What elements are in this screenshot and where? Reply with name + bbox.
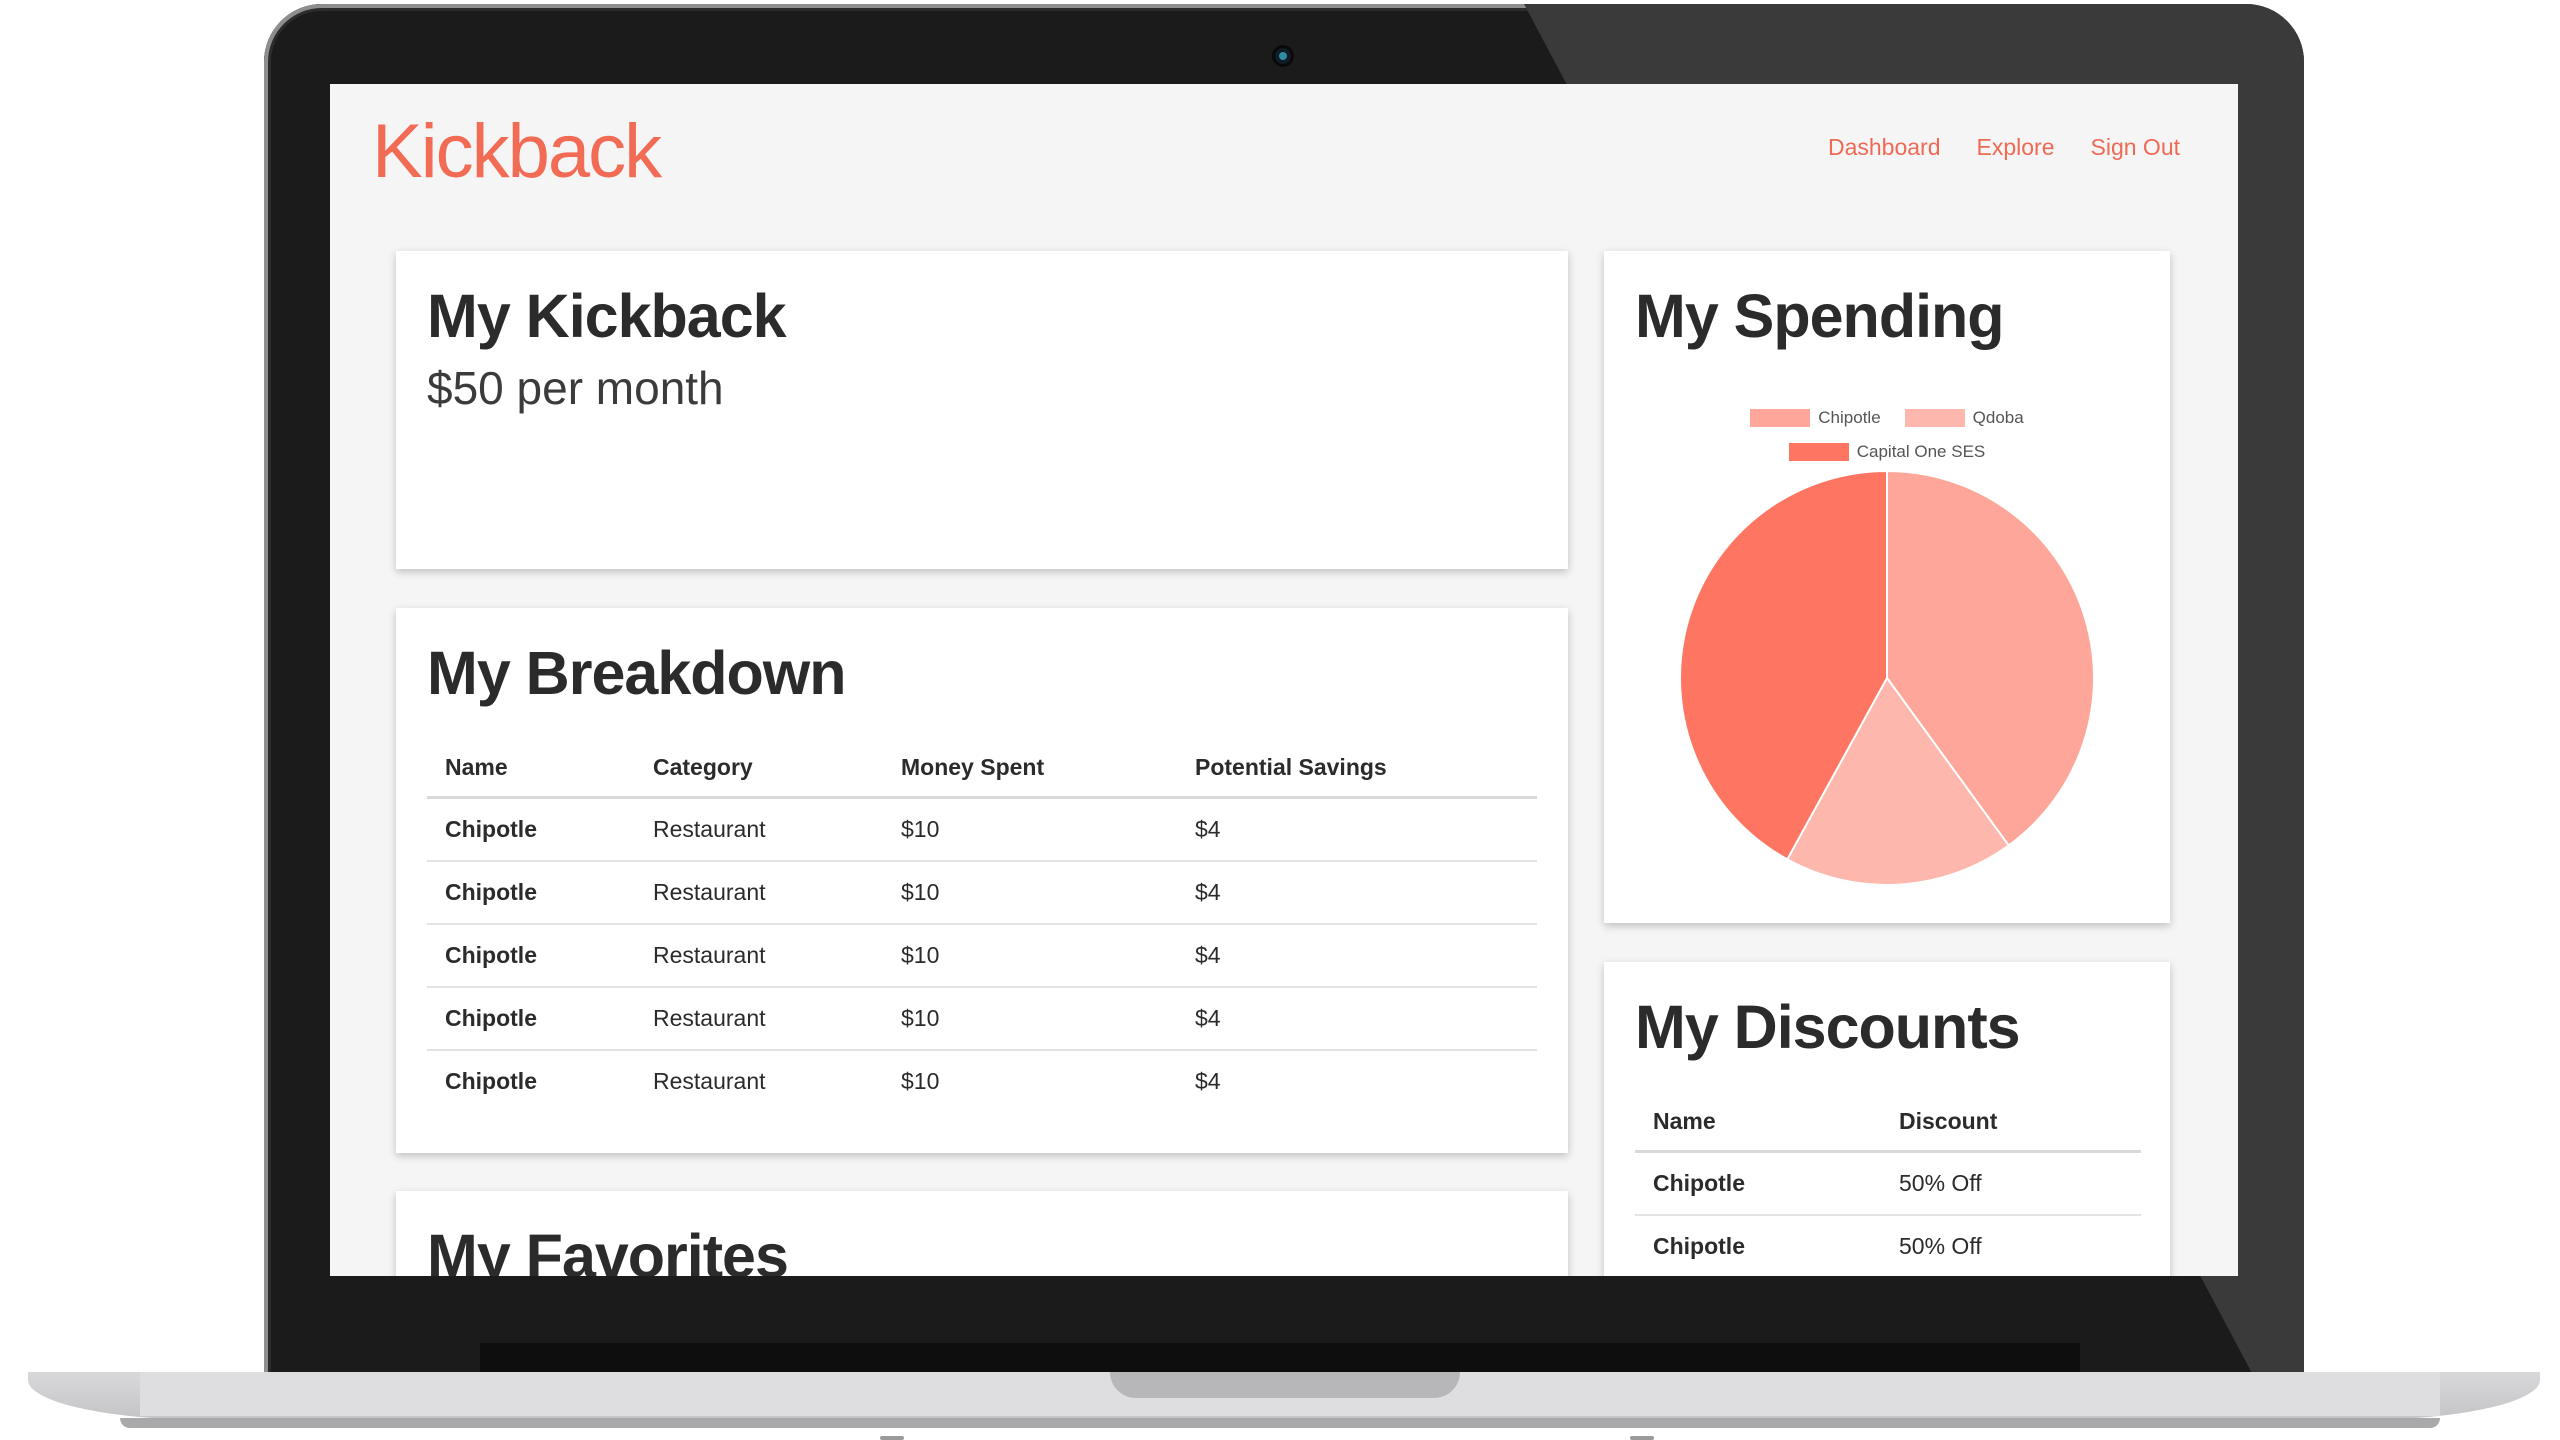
table-row: Chipotle 50% Off	[1635, 1215, 2141, 1276]
row-category: Restaurant	[635, 987, 883, 1051]
legend-swatch-capital-one-ses	[1788, 443, 1849, 461]
row-discount: 50% Off	[1881, 1151, 2141, 1216]
breakdown-card: My Breakdown Name Category Money Spent P…	[396, 608, 1568, 1153]
spending-card: My Spending Chipotle Qdoba Capital One S…	[1604, 251, 2170, 923]
row-name: Chipotle	[1635, 1151, 1881, 1216]
breakdown-table: Name Category Money Spent Potential Savi…	[427, 738, 1537, 1112]
legend-item[interactable]: Capital One SES	[1788, 442, 1986, 462]
row-money-spent: $10	[883, 861, 1177, 925]
row-potential-savings: $4	[1177, 861, 1537, 925]
laptop-hinge	[480, 1343, 2080, 1373]
column-header-money-spent: Money Spent	[883, 738, 1177, 799]
column-header-potential-savings: Potential Savings	[1177, 738, 1537, 799]
discounts-table: Name Discount Chipotle 50% Off Chipotle …	[1635, 1092, 2141, 1276]
legend-label: Qdoba	[1972, 408, 2024, 427]
row-potential-savings: $4	[1177, 987, 1537, 1051]
row-category: Restaurant	[635, 797, 883, 862]
laptop-foot	[1630, 1436, 1654, 1440]
top-nav: Dashboard Explore Sign Out	[1828, 134, 2180, 161]
laptop-opening-notch	[1110, 1372, 1460, 1398]
table-row: Chipotle Restaurant $10 $4	[427, 861, 1537, 925]
column-header-name: Name	[427, 738, 635, 799]
discounts-title: My Discounts	[1635, 993, 2021, 1061]
favorites-title: My Favorites	[427, 1222, 789, 1276]
column-header-category: Category	[635, 738, 883, 799]
row-name: Chipotle	[427, 924, 635, 988]
row-category: Restaurant	[653, 1068, 766, 1094]
row-potential-savings: $4	[1177, 924, 1537, 988]
spending-title: My Spending	[1635, 282, 2005, 350]
row-category: Restaurant	[635, 861, 883, 925]
row-name: Chipotle	[427, 797, 635, 862]
spending-pie-chart	[1679, 469, 2095, 886]
pie-slice-capital-one-ses[interactable]	[1679, 469, 1888, 861]
table-row: Chipotle Restaurant $10 $4	[427, 797, 1537, 862]
legend-swatch-chipotle	[1750, 409, 1811, 427]
legend-swatch-qdoba	[1904, 409, 1965, 427]
row-name: Chipotle	[427, 987, 635, 1051]
legend-item[interactable]: Chipotle	[1750, 408, 1881, 428]
row-potential-savings: $4	[1195, 1068, 1221, 1094]
laptop-foot	[880, 1436, 904, 1440]
table-row: Chipotle 50% Off	[1635, 1151, 2141, 1216]
row-money-spent: $10	[883, 797, 1177, 862]
chart-legend: Chipotle Qdoba Capital One SES	[1604, 401, 2170, 469]
table-row: Chipotle Restaurant $10 $4	[427, 987, 1537, 1051]
row-money-spent: $10	[883, 987, 1177, 1051]
column-header-name: Name	[1635, 1092, 1881, 1153]
row-discount: 50% Off	[1899, 1233, 1982, 1259]
discounts-card: My Discounts Name Discount Chipotle 50% …	[1604, 962, 2170, 1276]
legend-row: Capital One SES	[1604, 435, 2170, 469]
legend-label: Chipotle	[1818, 408, 1881, 427]
nav-dashboard-link[interactable]: Dashboard	[1827, 134, 1941, 160]
kickback-title: My Kickback	[427, 282, 787, 350]
breakdown-title: My Breakdown	[427, 639, 846, 707]
kickback-amount: $50 per month	[427, 362, 724, 414]
row-money-spent: $10	[883, 924, 1177, 988]
row-name: Chipotle	[1653, 1233, 1745, 1259]
pie-slice-chipotle[interactable]	[1886, 469, 2095, 847]
legend-row: Chipotle Qdoba	[1604, 401, 2170, 435]
row-category: Restaurant	[635, 924, 883, 988]
laptop-base-edge	[120, 1418, 2440, 1428]
table-row: Chipotle Restaurant $10 $4	[427, 1050, 1537, 1112]
webcam	[1275, 48, 1291, 64]
row-name: Chipotle	[427, 861, 635, 925]
row-potential-savings: $4	[1177, 797, 1537, 862]
pie-slice-qdoba[interactable]	[1785, 676, 2011, 886]
legend-item[interactable]: Qdoba	[1904, 408, 2024, 428]
table-row: Chipotle Restaurant $10 $4	[427, 924, 1537, 988]
row-money-spent: $10	[901, 1068, 940, 1094]
nav-sign-out-link[interactable]: Sign Out	[2090, 134, 2181, 160]
row-name: Chipotle	[445, 1068, 537, 1094]
nav-explore-link[interactable]: Explore	[1976, 134, 2055, 160]
table-header-row: Name Category Money Spent Potential Savi…	[427, 738, 1537, 799]
legend-label: Capital One SES	[1856, 442, 1986, 461]
column-header-discount: Discount	[1881, 1092, 2141, 1153]
favorites-card: My Favorites	[396, 1191, 1568, 1276]
app-screen: Kickback Dashboard Explore Sign Out My K…	[330, 84, 2238, 1276]
app-logo[interactable]: Kickback	[372, 109, 662, 194]
kickback-card: My Kickback $50 per month	[396, 251, 1568, 569]
table-header-row: Name Discount	[1635, 1092, 2141, 1153]
